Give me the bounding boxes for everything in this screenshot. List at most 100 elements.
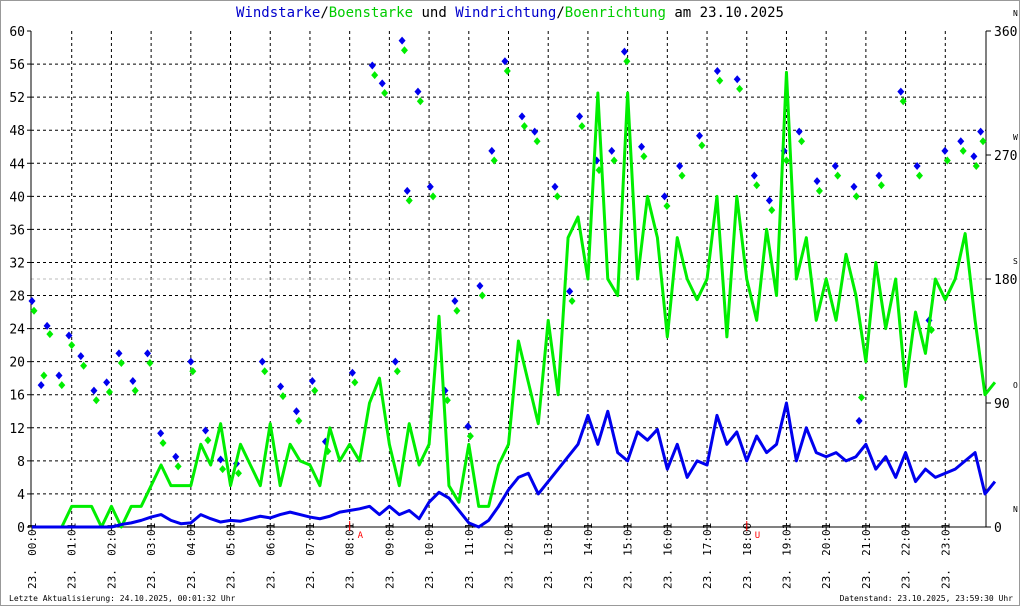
wind-direction-point <box>115 349 123 358</box>
y-tick-label-left: 52 <box>9 91 25 106</box>
wind-direction-point <box>676 162 684 171</box>
y-tick-label-right: 0 <box>994 521 1002 536</box>
gust-direction-point <box>92 396 100 405</box>
title-part: Boenstarke <box>328 5 414 21</box>
wind-direction-point <box>28 297 36 306</box>
gust-direction-point <box>640 152 648 161</box>
gust-direction-point <box>117 359 125 368</box>
wind-direction-point <box>277 382 285 391</box>
wind-direction-point <box>55 371 63 380</box>
wind-direction-point <box>551 182 559 191</box>
gust-direction-point <box>478 291 486 300</box>
wind-direction-point <box>77 352 85 361</box>
gust-direction-point <box>753 181 761 190</box>
gust-direction-point <box>400 46 408 55</box>
title-part: am 23.10.2025 <box>665 5 784 21</box>
title-part: Boenrichtung <box>564 5 666 21</box>
y-tick-label-right: 90 <box>994 397 1010 412</box>
wind-direction-point <box>850 182 858 191</box>
x-tick-label: 23. 11:01 <box>463 523 476 589</box>
gust-direction-point <box>466 432 474 441</box>
title-part: Windrichtung <box>455 5 557 21</box>
x-tick-label: 23. 16:01 <box>661 523 674 589</box>
wind-direction-point <box>977 127 985 136</box>
gust-direction-point <box>915 171 923 180</box>
gust-direction-point <box>295 416 303 425</box>
gust-direction-point <box>578 122 586 131</box>
gust-direction-point <box>46 330 54 339</box>
y-tick-label-right: 180 <box>994 273 1017 288</box>
wind-direction-point <box>368 61 376 70</box>
y-tick-label-left: 56 <box>9 58 25 73</box>
x-tick-label: 23. 08:01 <box>344 523 357 589</box>
wind-direction-point <box>348 368 356 377</box>
gust-direction-point <box>174 462 182 471</box>
gust-direction-point <box>678 171 686 180</box>
x-tick-label: 23. 12:01 <box>503 523 516 589</box>
compass-label: W <box>1013 133 1018 142</box>
gust-speed-line <box>32 70 997 529</box>
wind-direction-point <box>913 162 921 171</box>
wind-direction-point <box>426 182 434 191</box>
wind-direction-point <box>65 331 73 340</box>
wind-direction-point <box>576 112 584 121</box>
wind-direction-point <box>476 281 484 290</box>
title-part: / <box>320 5 329 21</box>
gust-direction-point <box>610 156 618 165</box>
wind-direction-point <box>875 171 883 180</box>
y-tick-label-right: 270 <box>994 149 1017 164</box>
gust-direction-point <box>40 371 48 380</box>
wind-direction-point <box>765 196 773 205</box>
y-tick-label-left: 8 <box>17 455 25 470</box>
wind-direction-point <box>414 87 422 96</box>
wind-direction-point <box>129 376 137 385</box>
gust-direction-point <box>815 186 823 195</box>
wind-direction-point <box>308 376 316 385</box>
chart-title: Windstarke/Boenstarke und Windrichtung/B… <box>1 5 1019 21</box>
gust-direction-point <box>443 396 451 405</box>
wind-direction-point <box>103 378 111 387</box>
x-tick-label: 23. 05:01 <box>225 523 238 589</box>
gust-direction-point <box>858 393 866 402</box>
x-tick-label: 23. 14:01 <box>582 523 595 589</box>
gust-direction-point <box>453 306 461 315</box>
compass-label: O <box>1013 381 1018 390</box>
gust-direction-point <box>943 156 951 165</box>
compass-label: N <box>1013 9 1018 18</box>
x-tick-label: 23. 06:01 <box>264 523 277 589</box>
wind-direction-point <box>531 127 539 136</box>
wind-direction-point <box>795 127 803 136</box>
wind-direction-point <box>566 287 574 296</box>
gust-direction-point <box>393 367 401 376</box>
x-tick-label: 23. 03:01 <box>145 523 158 589</box>
y-tick-label-left: 16 <box>9 389 25 404</box>
wind-direction-point <box>292 407 300 416</box>
sun-marker-label: A <box>358 531 364 541</box>
wind-direction-point <box>378 79 386 88</box>
x-tick-label: 23. 01:01 <box>66 523 79 589</box>
wind-direction-point <box>897 87 905 96</box>
y-tick-label-left: 20 <box>9 356 25 371</box>
wind-speed-line <box>32 401 997 529</box>
gust-direction-point <box>716 76 724 85</box>
gust-direction-point <box>80 361 88 370</box>
wind-direction-point <box>451 297 459 306</box>
gust-direction-point <box>533 137 541 146</box>
gust-direction-point <box>405 196 413 205</box>
y-tick-label-left: 40 <box>9 190 25 205</box>
wind-direction-point <box>661 192 669 201</box>
compass-label: S <box>1013 257 1018 266</box>
gust-direction-point <box>131 386 139 395</box>
gust-direction-point <box>381 89 389 97</box>
gust-direction-point <box>553 192 561 201</box>
gust-direction-point <box>834 171 842 180</box>
x-tick-label: 23. 00:01 <box>26 523 39 589</box>
gust-direction-point <box>503 66 511 75</box>
x-tick-label: 23. 23:01 <box>939 523 952 589</box>
wind-direction-point <box>941 146 949 155</box>
wind-direction-point <box>391 357 399 366</box>
last-update-text: Letzte Aktualisierung: 24.10.2025, 00:01… <box>9 594 236 603</box>
title-part: Windstarke <box>236 5 321 21</box>
wind-direction-point <box>37 381 45 390</box>
